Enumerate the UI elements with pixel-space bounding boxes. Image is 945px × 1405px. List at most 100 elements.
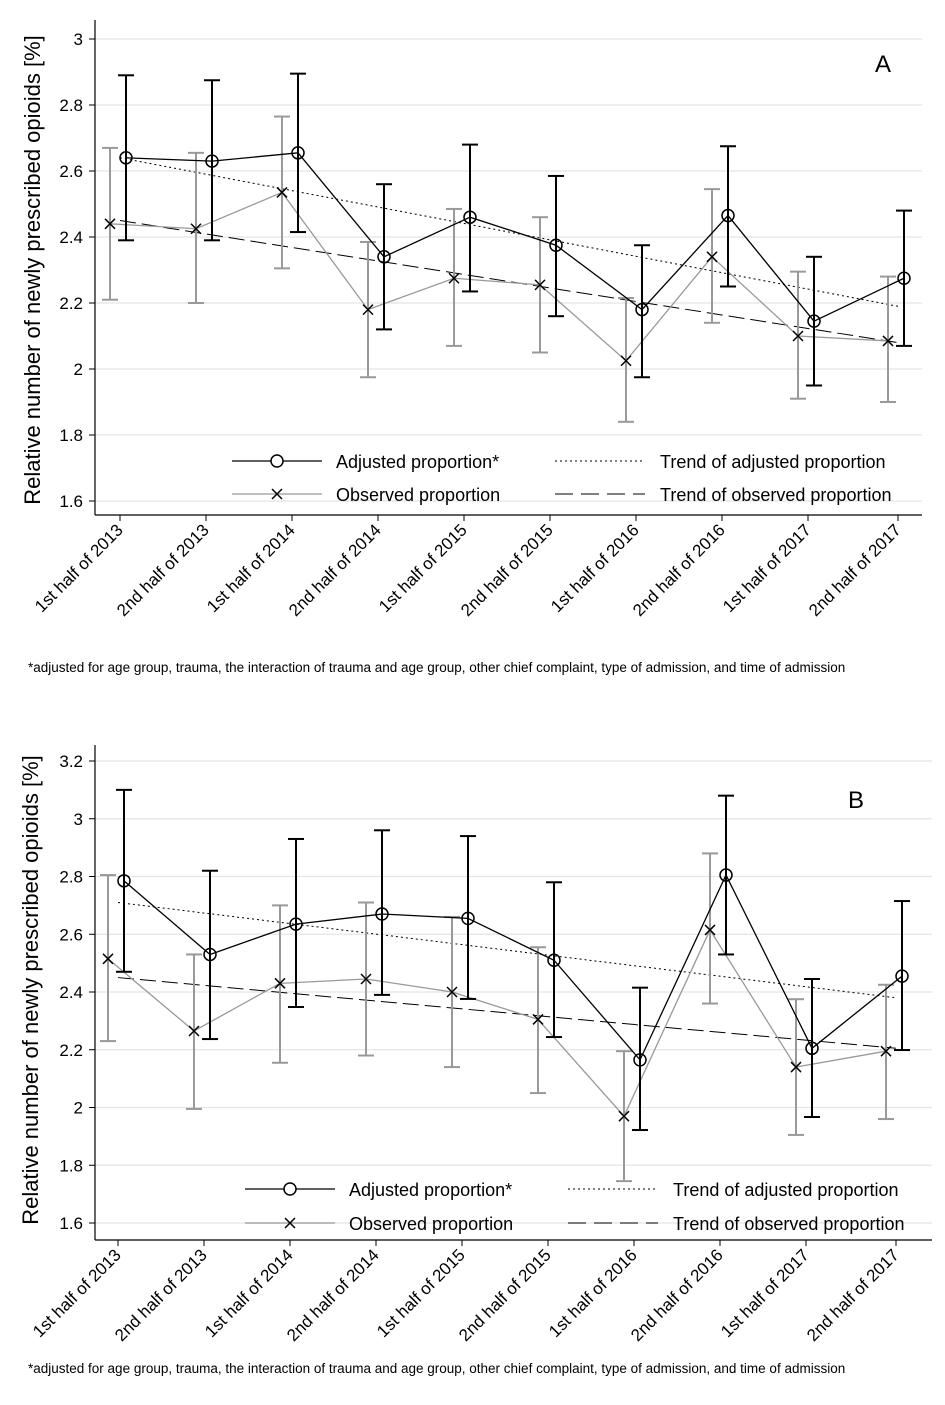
y-tick-label: 2.8 (59, 96, 83, 115)
legend-adjusted-label: Adjusted proportion* (336, 452, 499, 472)
legend-trend-observed-label: Trend of observed proportion (660, 485, 891, 505)
adjusted-point (807, 314, 821, 328)
adjusted-point (289, 917, 303, 931)
adjusted-point (897, 271, 911, 285)
observed-point (362, 304, 374, 316)
x-tick-label: 1st half of 2013 (31, 520, 127, 616)
adjusted-point (375, 907, 389, 921)
x-tick-label: 1st half of 2013 (29, 1245, 125, 1341)
adjusted-point (203, 947, 217, 962)
legend-observed-label: Observed proportion (336, 485, 500, 505)
observed-point (532, 1013, 544, 1025)
y-axis-label: Relative number of newly prescribed opio… (18, 755, 43, 1225)
x-tick-label: 1st half of 2017 (719, 520, 815, 616)
y-tick-label: 1.6 (59, 1214, 83, 1233)
adjusted-point (635, 302, 649, 317)
legend-trend-adjusted-label: Trend of adjusted proportion (673, 1180, 898, 1200)
legend-trend-adjusted-label: Trend of adjusted proportion (660, 452, 885, 472)
observed-point (274, 977, 286, 989)
observed-point (104, 218, 116, 230)
legend-observed-label: Observed proportion (349, 1214, 513, 1234)
legend-observed-marker (271, 488, 283, 500)
x-tick-label: 1st half of 2017 (717, 1245, 813, 1341)
x-tick-label: 1st half of 2016 (547, 520, 643, 616)
adjusted-point (291, 146, 305, 160)
observed-point (188, 1025, 200, 1037)
legend-adjusted-label: Adjusted proportion* (349, 1180, 512, 1200)
y-tick-label: 1.8 (59, 1156, 83, 1175)
x-tick-label: 2nd half of 2017 (803, 1245, 903, 1345)
observed-line (109, 191, 889, 362)
observed-point (446, 986, 458, 998)
observed-point (704, 924, 716, 936)
x-tick-label: 2nd half of 2017 (805, 520, 905, 620)
adjusted-point (547, 953, 561, 967)
footnote: *adjusted for age group, trauma, the int… (28, 1361, 845, 1376)
adjusted-point (721, 208, 735, 223)
x-tick-label: 2nd half of 2015 (455, 1245, 555, 1345)
x-tick-label: 2nd half of 2016 (629, 520, 729, 620)
y-tick-label: 2.8 (59, 868, 83, 887)
y-tick-label: 3 (74, 30, 83, 49)
y-tick-label: 2.6 (59, 925, 83, 944)
y-tick-label: 2.2 (59, 1041, 83, 1060)
adjusted-point (633, 1053, 647, 1067)
adjusted-point (377, 250, 391, 264)
y-tick-label: 2 (74, 1099, 83, 1118)
panel-label: B (848, 787, 864, 814)
x-tick-label: 2nd half of 2014 (283, 1245, 383, 1345)
observed-line (107, 928, 887, 1118)
observed-point (618, 1110, 630, 1122)
adjusted-point (205, 154, 219, 168)
x-tick-label: 1st half of 2014 (203, 520, 299, 616)
adjusted-point (719, 868, 733, 882)
y-tick-label: 2.4 (59, 228, 83, 247)
x-tick-label: 2nd half of 2013 (111, 1245, 211, 1345)
x-tick-label: 2nd half of 2016 (627, 1245, 727, 1345)
footnote: *adjusted for age group, trauma, the int… (28, 660, 845, 675)
adjusted-point (463, 210, 477, 224)
observed-point (880, 1045, 892, 1057)
panel-label: A (875, 51, 891, 78)
adjusted-point (119, 151, 133, 165)
trend-adjusted-line (117, 901, 897, 999)
y-tick-label: 3.2 (59, 752, 83, 771)
trend-adjusted-line (119, 157, 899, 307)
adjusted-point (461, 911, 475, 926)
x-tick-label: 1st half of 2014 (201, 1245, 297, 1341)
y-tick-label: 3 (74, 810, 83, 829)
legend-adjusted-marker (283, 1182, 297, 1196)
observed-point (360, 973, 372, 985)
adjusted-point (805, 1041, 819, 1056)
y-tick-label: 2.4 (59, 983, 83, 1002)
x-tick-label: 2nd half of 2015 (457, 520, 557, 620)
y-axis-label: Relative number of newly prescribed opio… (20, 35, 45, 505)
adjusted-line (123, 873, 903, 1062)
y-tick-label: 2.6 (59, 162, 83, 181)
observed-point (706, 251, 718, 263)
adjusted-point (117, 874, 131, 888)
x-tick-label: 1st half of 2015 (375, 520, 471, 616)
legend: Adjusted proportion* Observed proportion T… (245, 1180, 904, 1234)
legend: Adjusted proportion* Observed proportion T… (232, 452, 891, 505)
x-tick-label: 1st half of 2016 (545, 1245, 641, 1341)
adjusted-point (895, 969, 909, 983)
adjusted-point (549, 238, 563, 252)
observed-point (882, 335, 894, 347)
observed-point (276, 186, 288, 198)
observed-point (792, 330, 804, 342)
y-tick-label: 1.8 (59, 426, 83, 445)
observed-point (190, 223, 202, 235)
observed-point (620, 355, 632, 367)
y-tick-label: 2.2 (59, 294, 83, 313)
legend-trend-observed-label: Trend of observed proportion (673, 1214, 904, 1234)
legend-adjusted-marker (270, 454, 284, 468)
observed-point (102, 953, 114, 965)
y-tick-label: 2 (74, 360, 83, 379)
y-tick-label: 1.6 (59, 492, 83, 511)
x-tick-label: 2nd half of 2013 (113, 520, 213, 620)
trend-observed-line (117, 977, 897, 1049)
